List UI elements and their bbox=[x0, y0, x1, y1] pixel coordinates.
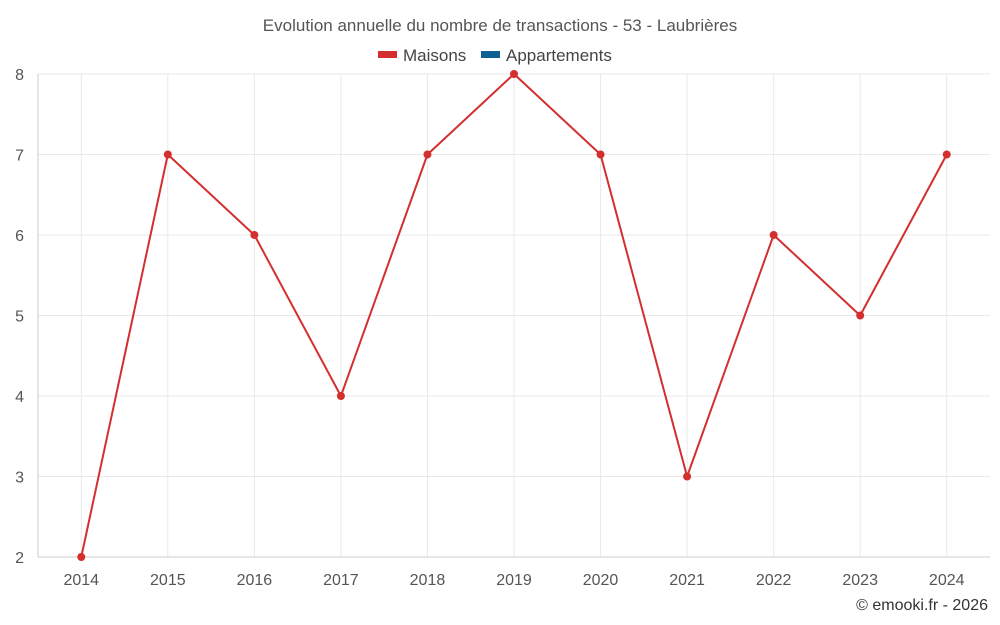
legend-item-maisons[interactable]: Maisons bbox=[378, 46, 466, 65]
x-tick-label: 2024 bbox=[929, 572, 965, 589]
x-tick-label: 2023 bbox=[842, 572, 878, 589]
tick-labels: 2 3 4 5 6 7 8 2014 2015 2016 2017 2018 2019 2020 2021 2… bbox=[15, 67, 965, 589]
data-point-maisons[interactable] bbox=[423, 150, 432, 159]
data-point-maisons[interactable] bbox=[596, 150, 605, 159]
data-point-maisons[interactable] bbox=[856, 311, 865, 320]
series bbox=[77, 70, 951, 561]
data-point-maisons[interactable] bbox=[942, 150, 951, 159]
data-point-maisons[interactable] bbox=[683, 472, 692, 481]
data-point-maisons[interactable] bbox=[510, 70, 518, 78]
y-tick-label: 7 bbox=[15, 148, 24, 165]
x-tick-label: 2014 bbox=[63, 572, 99, 589]
y-tick-label: 8 bbox=[15, 67, 24, 84]
legend-swatch-maisons bbox=[378, 51, 397, 58]
y-tick-label: 5 bbox=[15, 309, 24, 326]
y-tick-label: 6 bbox=[15, 228, 24, 245]
x-tick-label: 2016 bbox=[237, 572, 273, 589]
legend: Maisons Appartements bbox=[378, 46, 612, 65]
data-point-maisons[interactable] bbox=[250, 231, 259, 239]
x-tick-label: 2021 bbox=[669, 572, 705, 589]
data-point-maisons[interactable] bbox=[769, 231, 778, 239]
x-tick-label: 2019 bbox=[496, 572, 532, 589]
y-tick-label: 2 bbox=[15, 550, 24, 567]
x-tick-label: 2018 bbox=[410, 572, 446, 589]
credit-text: © emooki.fr - 2026 bbox=[856, 597, 988, 614]
legend-label-maisons: Maisons bbox=[403, 46, 466, 65]
axes bbox=[37, 74, 990, 558]
data-point-maisons[interactable] bbox=[336, 392, 345, 400]
legend-item-appartements[interactable]: Appartements bbox=[481, 46, 612, 65]
y-tick-label: 4 bbox=[15, 389, 24, 406]
chart-title: Evolution annuelle du nombre de transact… bbox=[263, 16, 737, 35]
legend-label-appartements: Appartements bbox=[506, 46, 612, 65]
grid bbox=[38, 73, 990, 558]
x-tick-label: 2020 bbox=[583, 572, 619, 589]
legend-swatch-appartements bbox=[481, 51, 500, 58]
x-tick-label: 2015 bbox=[150, 572, 186, 589]
x-tick-label: 2022 bbox=[756, 572, 792, 589]
x-tick-label: 2017 bbox=[323, 572, 359, 589]
data-point-maisons[interactable] bbox=[77, 553, 86, 561]
y-tick-label: 3 bbox=[15, 470, 24, 487]
data-point-maisons[interactable] bbox=[163, 150, 172, 159]
